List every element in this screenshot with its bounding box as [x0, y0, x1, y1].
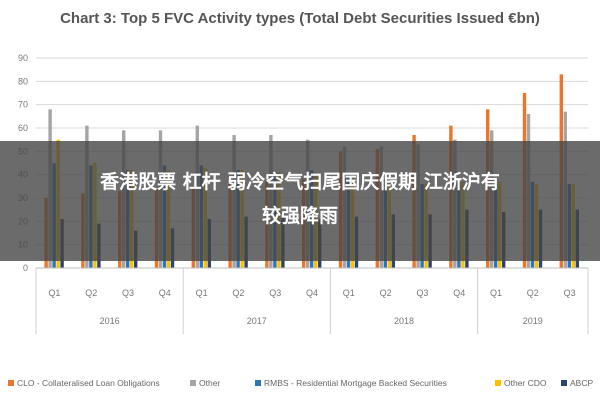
- legend-item: Other: [190, 378, 220, 388]
- x-tick-label: Q2: [527, 288, 539, 298]
- group-label: 2017: [247, 316, 267, 326]
- overlay-headline: 香港股票 杠杆 弱冷空气扫尾国庆假期 江浙沪有 较强降雨: [0, 165, 600, 233]
- x-tick-label: Q2: [232, 288, 244, 298]
- x-tick-label: Q3: [122, 288, 134, 298]
- legend-item: Other CDO: [495, 378, 547, 388]
- legend-item: ABCP: [561, 378, 593, 388]
- x-tick-label: Q1: [196, 288, 208, 298]
- legend-label: ABCP: [570, 378, 594, 388]
- x-tick-label: Q3: [564, 288, 576, 298]
- y-tick-label: 60: [18, 123, 28, 133]
- x-tick-label: Q3: [269, 288, 281, 298]
- legend-item: CLO - Collateralised Loan Obligations: [8, 378, 160, 388]
- x-tick-label: Q3: [416, 288, 428, 298]
- group-label: 2018: [394, 316, 414, 326]
- x-tick-label: Q2: [85, 288, 97, 298]
- legend-swatch: [190, 379, 196, 386]
- y-tick-label: 0: [23, 263, 28, 273]
- chart-title: Chart 3: Top 5 FVC Activity types (Total…: [60, 10, 540, 27]
- chart-legend: CLO - Collateralised Loan Obligations Oth…: [8, 378, 598, 392]
- overlay-headline-line-1: 香港股票 杠杆 弱冷空气扫尾国庆假期 江浙沪有: [100, 171, 500, 193]
- legend-label: Other: [199, 378, 221, 388]
- legend-label: CLO - Collateralised Loan Obligations: [17, 378, 160, 388]
- legend-swatch: [255, 379, 261, 386]
- legend-swatch: [495, 379, 501, 386]
- x-tick-label: Q4: [159, 288, 171, 298]
- group-label: 2016: [100, 316, 120, 326]
- group-label: 2019: [523, 316, 543, 326]
- x-tick-label: Q1: [490, 288, 502, 298]
- overlay-headline-line-2: 较强降雨: [261, 205, 338, 227]
- legend-label: RMBS - Residential Mortgage Backed Secur…: [264, 378, 447, 388]
- x-tick-label: Q2: [380, 288, 392, 298]
- legend-swatch: [8, 379, 14, 386]
- x-tick-label: Q1: [343, 288, 355, 298]
- x-tick-label: Q4: [306, 288, 318, 298]
- legend-item: RMBS - Residential Mortgage Backed Secur…: [255, 378, 447, 388]
- x-tick-label: Q4: [453, 288, 465, 298]
- x-tick-label: Q1: [48, 288, 60, 298]
- y-tick-label: 70: [18, 100, 28, 110]
- y-tick-label: 80: [18, 76, 28, 86]
- legend-swatch: [561, 379, 567, 386]
- y-tick-label: 90: [18, 53, 28, 63]
- overlay-banner: [0, 141, 600, 261]
- legend-label: Other CDO: [504, 378, 547, 388]
